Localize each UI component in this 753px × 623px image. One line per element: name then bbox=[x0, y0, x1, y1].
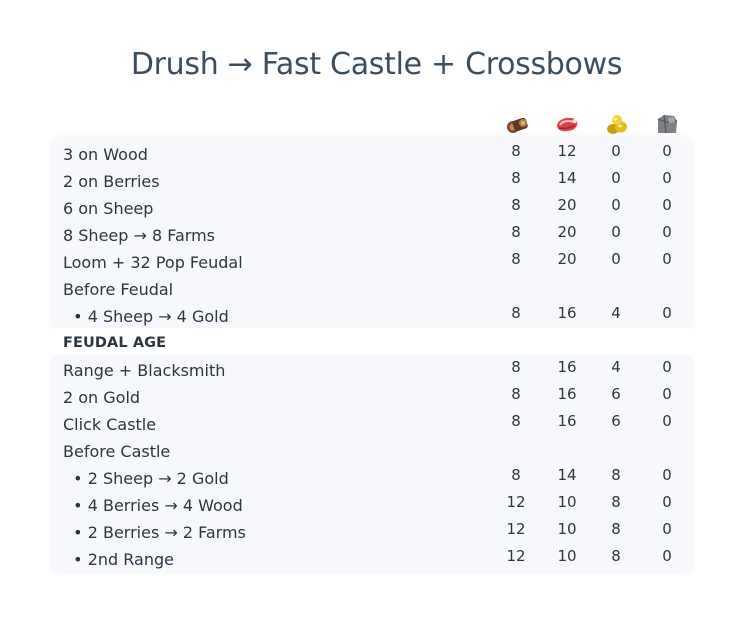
table-row: 8 Sheep → 8 Farms 8 20 0 0 bbox=[53, 220, 691, 247]
step-label: • 2nd Range bbox=[63, 550, 174, 569]
table-row: • 2nd Range 12 10 8 0 bbox=[53, 544, 691, 571]
table-row: 2 on Gold 8 16 6 0 bbox=[53, 382, 691, 409]
step-label: • 4 Berries → 4 Wood bbox=[63, 496, 243, 515]
stone-value: 0 bbox=[662, 547, 672, 565]
section-label: FEUDAL AGE bbox=[63, 335, 167, 351]
step-label: • 2 Berries → 2 Farms bbox=[63, 523, 246, 542]
wood-value: 8 bbox=[511, 412, 521, 430]
step-label: 2 on Gold bbox=[63, 388, 141, 407]
stone-value: 0 bbox=[662, 223, 672, 241]
wood-value: 8 bbox=[511, 358, 521, 376]
stone-value: 0 bbox=[662, 196, 672, 214]
food-value: 14 bbox=[557, 169, 577, 187]
food-value: 16 bbox=[557, 358, 577, 376]
stone-icon bbox=[657, 114, 678, 134]
stone-value: 0 bbox=[662, 250, 672, 268]
table-row: Loom + 32 Pop Feudal 8 20 0 0 bbox=[53, 247, 691, 274]
wood-value: 8 bbox=[511, 142, 521, 160]
wood-icon bbox=[507, 117, 528, 133]
stone-value: 0 bbox=[662, 142, 672, 160]
table-row: 2 on Berries 8 14 0 0 bbox=[53, 166, 691, 193]
step-label: 3 on Wood bbox=[63, 145, 148, 164]
table-row: • 4 Berries → 4 Wood 12 10 8 0 bbox=[53, 490, 691, 517]
gold-value: 0 bbox=[611, 142, 621, 160]
table-row: 6 on Sheep 8 20 0 0 bbox=[53, 193, 691, 220]
gold-icon bbox=[607, 115, 627, 134]
wood-value: 8 bbox=[511, 196, 521, 214]
gold-value: 4 bbox=[611, 358, 621, 376]
step-label: 8 Sheep → 8 Farms bbox=[63, 226, 216, 245]
gold-value: 8 bbox=[611, 520, 621, 538]
stone-value: 0 bbox=[662, 466, 672, 484]
step-label: Before Feudal bbox=[63, 280, 174, 299]
section-header: FEUDAL AGE bbox=[53, 328, 691, 355]
step-label: Before Castle bbox=[63, 442, 171, 461]
food-value: 20 bbox=[557, 223, 577, 241]
step-label: Range + Blacksmith bbox=[63, 361, 226, 380]
table-row: 3 on Wood 8 12 0 0 bbox=[53, 139, 691, 166]
step-label: Click Castle bbox=[63, 415, 157, 434]
food-value: 10 bbox=[557, 520, 577, 538]
food-value: 14 bbox=[557, 466, 577, 484]
stone-value: 0 bbox=[662, 520, 672, 538]
dark-age-group: 3 on Wood 8 12 0 0 2 on Berries 8 14 0 0 6 on Sh… bbox=[53, 139, 691, 328]
food-value: 16 bbox=[557, 385, 577, 403]
table-row: Before Castle bbox=[53, 436, 691, 463]
wood-value: 8 bbox=[511, 223, 521, 241]
gold-value: 6 bbox=[611, 412, 621, 430]
build-order-table: 3 on Wood 8 12 0 0 2 on Berries 8 14 0 0 6 on Sh… bbox=[53, 139, 691, 571]
feudal-age-group: Range + Blacksmith 8 16 4 0 2 on Gold 8 16 6 0 C… bbox=[53, 355, 691, 571]
table-row: Range + Blacksmith 8 16 4 0 bbox=[53, 355, 691, 382]
step-label: Loom + 32 Pop Feudal bbox=[63, 253, 243, 272]
step-label: • 4 Sheep → 4 Gold bbox=[63, 307, 229, 326]
gold-value: 0 bbox=[611, 169, 621, 187]
stone-value: 0 bbox=[662, 493, 672, 511]
wood-value: 12 bbox=[506, 493, 526, 511]
food-value: 10 bbox=[557, 493, 577, 511]
gold-value: 6 bbox=[611, 385, 621, 403]
stone-value: 0 bbox=[662, 304, 672, 322]
food-value: 16 bbox=[557, 304, 577, 322]
gold-value: 0 bbox=[611, 250, 621, 268]
table-row: • 4 Sheep → 4 Gold 8 16 4 0 bbox=[53, 301, 691, 328]
wood-value: 12 bbox=[506, 547, 526, 565]
table-row: • 2 Sheep → 2 Gold 8 14 8 0 bbox=[53, 463, 691, 490]
wood-value: 8 bbox=[511, 385, 521, 403]
food-value: 20 bbox=[557, 250, 577, 268]
step-label: • 2 Sheep → 2 Gold bbox=[63, 469, 229, 488]
stone-value: 0 bbox=[662, 412, 672, 430]
gold-value: 0 bbox=[611, 223, 621, 241]
food-icon bbox=[557, 117, 578, 132]
wood-value: 8 bbox=[511, 250, 521, 268]
food-value: 12 bbox=[557, 142, 577, 160]
gold-value: 8 bbox=[611, 493, 621, 511]
page-title: Drush → Fast Castle + Crossbows bbox=[130, 47, 623, 82]
table-row: Before Feudal bbox=[53, 274, 691, 301]
stone-value: 0 bbox=[662, 358, 672, 376]
wood-value: 8 bbox=[511, 169, 521, 187]
table-row: Click Castle 8 16 6 0 bbox=[53, 409, 691, 436]
step-label: 2 on Berries bbox=[63, 172, 160, 191]
food-value: 10 bbox=[557, 547, 577, 565]
stone-value: 0 bbox=[662, 385, 672, 403]
wood-value: 8 bbox=[511, 466, 521, 484]
food-value: 20 bbox=[557, 196, 577, 214]
wood-value: 12 bbox=[506, 520, 526, 538]
food-value: 16 bbox=[557, 412, 577, 430]
stone-value: 0 bbox=[662, 169, 672, 187]
gold-value: 4 bbox=[611, 304, 621, 322]
gold-value: 0 bbox=[611, 196, 621, 214]
gold-value: 8 bbox=[611, 466, 621, 484]
wood-value: 8 bbox=[511, 304, 521, 322]
table-row: • 2 Berries → 2 Farms 12 10 8 0 bbox=[53, 517, 691, 544]
gold-value: 8 bbox=[611, 547, 621, 565]
resource-header bbox=[0, 111, 753, 137]
step-label: 6 on Sheep bbox=[63, 199, 154, 218]
